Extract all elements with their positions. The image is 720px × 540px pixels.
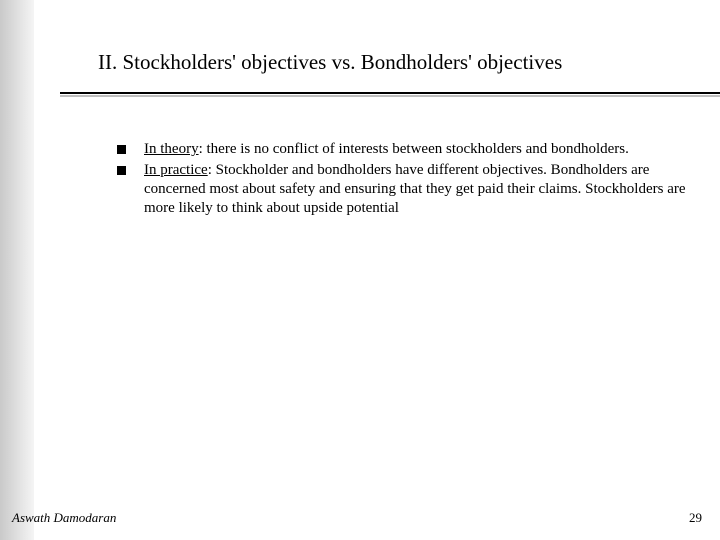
bullet-lead: In practice <box>144 162 208 178</box>
bullet-lead: In theory <box>144 141 199 157</box>
bullet-rest: : Stockholder and bondholders have diffe… <box>144 162 686 216</box>
bullet-list: In theory: there is no conflict of inter… <box>117 140 690 220</box>
bullet-rest: : there is no conflict of interests betw… <box>199 141 629 157</box>
title-underline-shadow <box>60 95 720 97</box>
square-bullet-icon <box>117 145 126 154</box>
footer-page-number: 29 <box>689 510 702 526</box>
list-item: In practice: Stockholder and bondholders… <box>117 161 690 218</box>
footer-author: Aswath Damodaran <box>12 510 116 526</box>
slide-title: II. Stockholders' objectives vs. Bondhol… <box>98 50 562 75</box>
square-bullet-icon <box>117 166 126 175</box>
bullet-text: In theory: there is no conflict of inter… <box>144 140 629 159</box>
title-underline <box>60 92 720 100</box>
bullet-text: In practice: Stockholder and bondholders… <box>144 161 690 218</box>
title-underline-main <box>60 92 720 94</box>
list-item: In theory: there is no conflict of inter… <box>117 140 690 159</box>
left-shadow-edge <box>34 0 38 540</box>
left-shadow-decoration <box>0 0 34 540</box>
